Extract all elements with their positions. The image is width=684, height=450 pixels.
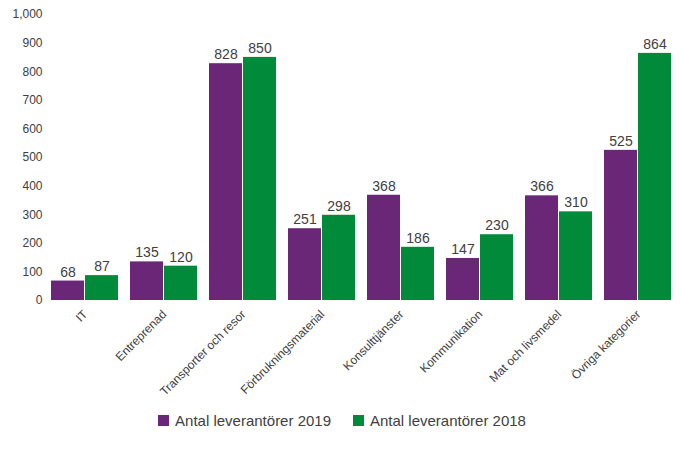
svg-text:400: 400 <box>22 179 42 193</box>
svg-text:368: 368 <box>372 178 396 194</box>
html-text:Antal leverantörer 2018: Antal leverantörer 2018 <box>370 412 526 429</box>
svg-text:200: 200 <box>22 236 42 250</box>
svg-text:120: 120 <box>169 249 193 265</box>
svg-text:600: 600 <box>22 122 42 136</box>
svg-text:900: 900 <box>22 36 42 50</box>
svg-text:Transporter och resor: Transporter och resor <box>157 307 248 398</box>
svg-text:Kommunikation: Kommunikation <box>417 307 485 375</box>
svg-text:135: 135 <box>135 244 159 260</box>
svg-text:100: 100 <box>22 265 42 279</box>
svg-text:300: 300 <box>22 208 42 222</box>
html-text:Antal leverantörer 2019: Antal leverantörer 2019 <box>175 412 331 429</box>
svg-text:68: 68 <box>60 264 76 280</box>
svg-text:87: 87 <box>94 258 110 274</box>
svg-text:Mat och livsmedel: Mat och livsmedel <box>487 307 565 385</box>
svg-text:1,000: 1,000 <box>12 7 42 21</box>
svg-text:298: 298 <box>327 198 351 214</box>
svg-text:147: 147 <box>451 241 475 257</box>
svg-text:230: 230 <box>485 217 509 233</box>
svg-text:828: 828 <box>214 46 238 62</box>
svg-text:Övriga kategorier: Övriga kategorier <box>568 307 643 382</box>
svg-text:310: 310 <box>564 194 588 210</box>
svg-text:Konsulttjänster: Konsulttjänster <box>340 307 406 373</box>
svg-text:366: 366 <box>530 178 554 194</box>
svg-text:525: 525 <box>609 133 633 149</box>
svg-text:500: 500 <box>22 150 42 164</box>
svg-text:850: 850 <box>248 40 272 56</box>
svg-text:Entreprenad: Entreprenad <box>113 307 170 364</box>
svg-text:700: 700 <box>22 93 42 107</box>
svg-text:800: 800 <box>22 65 42 79</box>
svg-text:251: 251 <box>293 211 317 227</box>
svg-text:Förbrukningsmaterial: Förbrukningsmaterial <box>238 307 328 397</box>
svg-text:186: 186 <box>406 230 430 246</box>
svg-text:IT: IT <box>73 307 91 325</box>
svg-text:0: 0 <box>36 293 43 307</box>
svg-text:864: 864 <box>643 36 667 52</box>
